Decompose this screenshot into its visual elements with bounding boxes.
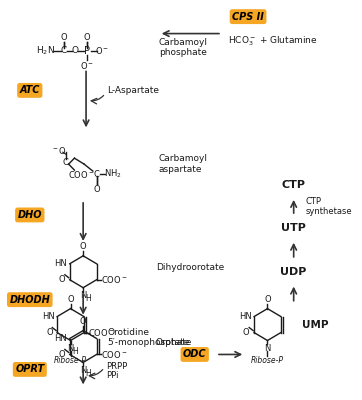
Text: Ribose-P: Ribose-P — [54, 356, 87, 365]
Text: O: O — [80, 242, 87, 251]
Text: O: O — [67, 295, 74, 304]
Text: O: O — [59, 275, 65, 284]
Text: O: O — [60, 33, 67, 42]
Text: C: C — [63, 158, 69, 167]
Text: COO$^-$: COO$^-$ — [88, 327, 115, 338]
Text: UMP: UMP — [302, 320, 329, 330]
Text: HN: HN — [239, 312, 252, 321]
Text: CTP: CTP — [282, 180, 306, 190]
Text: O: O — [46, 328, 52, 337]
Text: COO$^-$: COO$^-$ — [68, 168, 94, 180]
Text: PPi: PPi — [106, 371, 119, 380]
Text: N: N — [264, 344, 271, 353]
Text: N: N — [80, 366, 87, 375]
Text: Carbamoyl
phosphate: Carbamoyl phosphate — [159, 38, 208, 57]
Text: PRPP: PRPP — [106, 362, 128, 371]
Text: UTP: UTP — [281, 223, 306, 233]
Text: C: C — [94, 170, 100, 178]
Text: H$_2$N: H$_2$N — [36, 44, 55, 57]
Text: CPS II: CPS II — [232, 12, 264, 22]
Text: HN: HN — [42, 312, 55, 321]
Text: H: H — [85, 294, 91, 303]
Text: Carbamoyl
aspartate: Carbamoyl aspartate — [159, 154, 208, 174]
Text: O: O — [84, 33, 90, 42]
Text: HCO$_3^-$ + Glutamine: HCO$_3^-$ + Glutamine — [228, 35, 317, 48]
Text: O$^-$: O$^-$ — [96, 45, 110, 56]
Text: O: O — [80, 317, 87, 326]
Text: COO$^-$: COO$^-$ — [101, 349, 127, 360]
Text: O$^-$: O$^-$ — [80, 60, 94, 71]
Text: O: O — [72, 46, 79, 55]
Text: HN: HN — [55, 259, 67, 268]
Text: O: O — [93, 184, 100, 194]
Text: N: N — [80, 291, 87, 300]
Text: P: P — [84, 46, 90, 56]
Text: O: O — [59, 350, 65, 359]
Text: ATC: ATC — [20, 85, 40, 95]
Text: DHO: DHO — [17, 210, 42, 220]
Text: Orotate: Orotate — [156, 338, 190, 347]
Text: O: O — [264, 295, 271, 304]
Text: Dihydroorotate: Dihydroorotate — [156, 263, 224, 272]
Text: ODC: ODC — [183, 350, 206, 360]
Text: C: C — [60, 46, 67, 55]
Text: L-Aspartate: L-Aspartate — [108, 86, 159, 95]
Text: NH$_2$: NH$_2$ — [105, 168, 122, 180]
Text: OPRT: OPRT — [15, 364, 45, 374]
Text: HN: HN — [55, 334, 67, 343]
Text: Orotidine
5′-monophosphate: Orotidine 5′-monophosphate — [108, 328, 192, 347]
Text: O: O — [243, 328, 249, 337]
Text: DHODH: DHODH — [9, 295, 50, 305]
Text: H: H — [72, 347, 78, 356]
Text: N: N — [67, 344, 74, 353]
Text: CTP
synthetase: CTP synthetase — [305, 197, 352, 216]
Text: Ribose-P: Ribose-P — [251, 356, 284, 365]
Text: UDP: UDP — [281, 267, 307, 277]
Text: H: H — [85, 369, 91, 378]
Text: $^-$O: $^-$O — [51, 145, 67, 156]
Text: COO$^-$: COO$^-$ — [101, 274, 127, 285]
